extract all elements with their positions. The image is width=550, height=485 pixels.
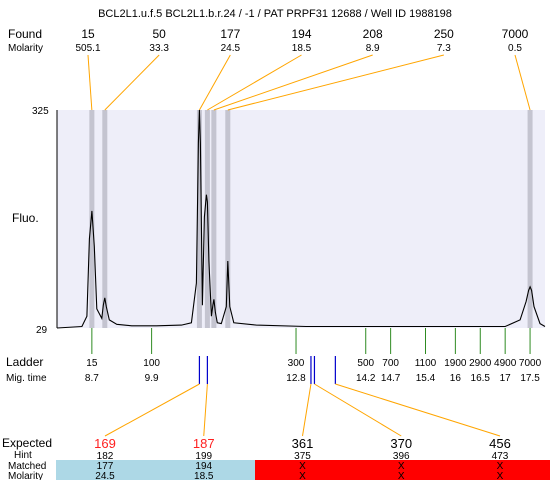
ladder-time-label: 17 xyxy=(500,373,512,384)
expected-leader-line xyxy=(302,383,312,437)
matched-value: X xyxy=(299,461,306,472)
found-peak-band xyxy=(527,110,533,328)
found-peak-band xyxy=(225,110,231,328)
matched-value: X xyxy=(398,461,405,472)
found-leader-line xyxy=(213,54,373,111)
matched-row-label: Matched xyxy=(8,461,46,472)
found-molarity-label: 8.9 xyxy=(366,43,380,54)
found-size-label: 50 xyxy=(152,27,166,41)
ladder-size-label: 1900 xyxy=(444,358,467,369)
ladder-size-label: 7000 xyxy=(519,358,542,369)
hint-row-label: Hint xyxy=(14,450,32,461)
matched-value: 177 xyxy=(97,461,114,472)
hint-value: 375 xyxy=(294,451,311,462)
matched-value: 194 xyxy=(195,461,212,472)
ladder-size-label: 1100 xyxy=(415,358,437,369)
plot-area xyxy=(57,110,545,328)
ladder-size-label: 700 xyxy=(382,358,399,369)
found-peak-band xyxy=(102,110,108,328)
ladder-size-label: 4900 xyxy=(494,358,517,369)
molarity-bottom-row-label: Molarity xyxy=(8,471,43,480)
ladder-time-label: 15.4 xyxy=(416,373,436,384)
expected-row-label: Expected xyxy=(2,436,52,450)
ladder-time-label: 17.5 xyxy=(520,373,540,384)
found-size-label: 15 xyxy=(81,27,95,41)
ladder-size-label: 500 xyxy=(357,358,374,369)
expected-size-label: 169 xyxy=(94,436,116,451)
ladder-time-label: 14.2 xyxy=(356,373,376,384)
hint-value: 182 xyxy=(97,451,114,462)
ladder-time-label: 9.9 xyxy=(145,373,159,384)
hint-value: 199 xyxy=(195,451,212,462)
chart-title: BCL2L1.u.f.5 BCL2L1.b.r.24 / -1 / PAT PR… xyxy=(98,8,452,20)
expected-size-label: 370 xyxy=(390,436,412,451)
y-tick-top: 325 xyxy=(32,106,49,117)
found-leader-line xyxy=(227,54,444,111)
found-size-label: 208 xyxy=(363,27,383,41)
ladder-size-label: 100 xyxy=(143,358,160,369)
migtime-row-label: Mig. time xyxy=(6,373,47,384)
molarity-row-label: Molarity xyxy=(8,43,43,54)
matched-value: X xyxy=(497,461,504,472)
found-molarity-label: 7.3 xyxy=(437,43,451,54)
y-axis-label: Fluo. xyxy=(12,211,39,225)
matched-molarity-value: X xyxy=(299,471,306,480)
matched-molarity-value: X xyxy=(497,471,504,480)
found-molarity-label: 33.3 xyxy=(149,43,169,54)
expected-size-label: 361 xyxy=(292,436,314,451)
matched-missing-background xyxy=(255,460,550,480)
fluorescence-trace xyxy=(56,109,546,329)
expected-leader-line xyxy=(335,383,501,437)
found-molarity-label: 505.1 xyxy=(75,43,100,54)
ladder-time-label: 16 xyxy=(450,373,462,384)
found-leader-line xyxy=(207,54,302,111)
found-size-label: 194 xyxy=(291,27,311,41)
found-leader-line xyxy=(87,54,93,111)
matched-molarity-value: X xyxy=(398,471,405,480)
matched-molarity-value: 18.5 xyxy=(194,471,214,480)
expected-leader-line xyxy=(104,383,200,437)
found-size-label: 7000 xyxy=(502,27,529,41)
found-leader-line xyxy=(104,54,160,111)
found-peak-band xyxy=(211,110,217,328)
hint-value: 396 xyxy=(393,451,410,462)
ladder-size-label: 2900 xyxy=(469,358,492,369)
found-molarity-label: 24.5 xyxy=(221,43,241,54)
ladder-time-label: 8.7 xyxy=(85,373,99,384)
ladder-time-label: 12.8 xyxy=(286,373,306,384)
expected-size-label: 187 xyxy=(193,436,215,451)
ladder-time-label: 16.5 xyxy=(471,373,491,384)
ladder-row-label: Ladder xyxy=(6,355,43,369)
found-leader-line xyxy=(514,54,531,111)
found-row-label: Found xyxy=(8,27,42,41)
found-molarity-label: 0.5 xyxy=(508,43,522,54)
matched-molarity-value: 24.5 xyxy=(95,471,115,480)
found-peak-band xyxy=(196,110,202,328)
found-molarity-label: 18.5 xyxy=(292,43,312,54)
expected-leader-line xyxy=(314,383,402,437)
matched-found-background xyxy=(56,460,255,480)
hint-value: 473 xyxy=(492,451,509,462)
y-tick-bottom: 29 xyxy=(36,325,48,336)
found-leader-line xyxy=(198,54,231,111)
expected-leader-line xyxy=(203,383,208,437)
expected-size-label: 456 xyxy=(489,436,511,451)
ladder-time-label: 14.7 xyxy=(381,373,401,384)
found-size-label: 250 xyxy=(434,27,454,41)
ladder-size-label: 300 xyxy=(288,358,305,369)
ladder-size-label: 15 xyxy=(86,358,98,369)
found-size-label: 177 xyxy=(220,27,240,41)
found-peak-band xyxy=(89,110,95,328)
